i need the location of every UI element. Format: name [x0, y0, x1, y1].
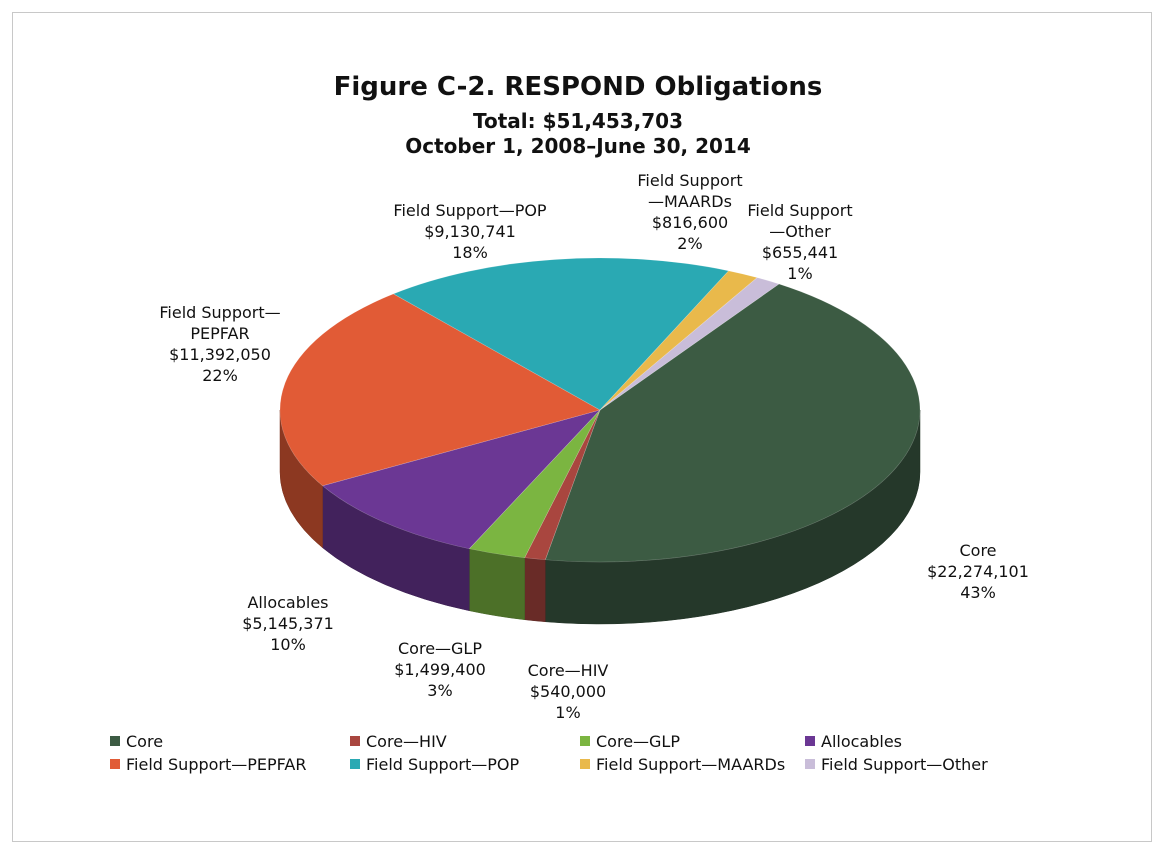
slice-label: Core—GLP $1,499,400 3% [380, 638, 500, 701]
chart-frame [12, 12, 1152, 842]
slice-percent: 43% [960, 583, 996, 602]
legend-swatch [805, 736, 815, 746]
slice [321, 409, 601, 550]
legend-swatch [580, 736, 590, 746]
slice-percent: 10% [270, 635, 306, 654]
slice-side [524, 557, 546, 623]
slice-name: Core [959, 541, 997, 560]
legend-swatch [110, 759, 120, 769]
legend-label: Field Support—Other [821, 755, 988, 774]
slice-name: Field Support—POP [393, 201, 547, 220]
legend-swatch [110, 736, 120, 746]
legend-swatch [350, 736, 360, 746]
legend-swatch [805, 759, 815, 769]
slice-value: $655,441 [761, 243, 839, 262]
slice-name: Allocables [247, 593, 329, 612]
slice-label: Core $22,274,101 43% [903, 540, 1053, 603]
slice-value: $1,499,400 [394, 660, 486, 679]
slice-label: Allocables $5,145,371 10% [228, 592, 348, 655]
slice-percent: 2% [677, 234, 703, 253]
slice-percent: 3% [427, 681, 453, 700]
legend-label: Field Support—PEPFAR [126, 755, 306, 774]
slice-value: $816,600 [651, 213, 729, 232]
slice-side [469, 548, 525, 621]
slice-label: Field Support—PEPFAR $11,392,050 22% [150, 302, 290, 386]
chart-subtitle: Total: $51,453,703 [473, 109, 683, 133]
chart-title: Figure C-2. RESPOND Obligations [334, 72, 823, 102]
slice [524, 409, 601, 561]
slice [599, 277, 780, 411]
slice-label: Field Support—Other $655,441 1% [740, 200, 860, 284]
slice-name: Field Support—MAARDs [637, 171, 743, 211]
legend-label: Field Support—MAARDs [596, 755, 785, 774]
slice-percent: 18% [452, 243, 488, 262]
slice-value: $540,000 [529, 682, 607, 701]
legend-label: Allocables [821, 732, 902, 751]
legend-label: Core [126, 732, 163, 751]
slice-value: $9,130,741 [424, 222, 516, 241]
slice-percent: 22% [202, 366, 238, 385]
slice-value: $22,274,101 [927, 562, 1029, 581]
legend-label: Core—GLP [596, 732, 680, 751]
legend-swatch [350, 759, 360, 769]
slice-value: $11,392,050 [169, 345, 271, 364]
slice-name: Core—GLP [398, 639, 482, 658]
slice-percent: 1% [787, 264, 813, 283]
slice [468, 409, 601, 559]
slice-side [279, 409, 323, 549]
slice-label: Field Support—MAARDs $816,600 2% [630, 170, 750, 254]
slice [392, 257, 730, 411]
slice-name: Core—HIV [527, 661, 609, 680]
slice [544, 283, 921, 563]
slice-name: Field Support—PEPFAR [159, 303, 281, 343]
slice [599, 270, 758, 411]
slice-label: Core—HIV $540,000 1% [513, 660, 623, 723]
slice-name: Field Support—Other [747, 201, 853, 241]
legend-label: Field Support—POP [366, 755, 520, 774]
slice-label: Field Support—POP $9,130,741 18% [360, 200, 580, 263]
slice-value: $5,145,371 [242, 614, 334, 633]
legend-swatch [580, 759, 590, 769]
slice [279, 293, 601, 487]
slice-percent: 1% [555, 703, 581, 722]
chart-period: October 1, 2008–June 30, 2014 [405, 134, 751, 158]
legend-label: Core—HIV [366, 732, 447, 751]
